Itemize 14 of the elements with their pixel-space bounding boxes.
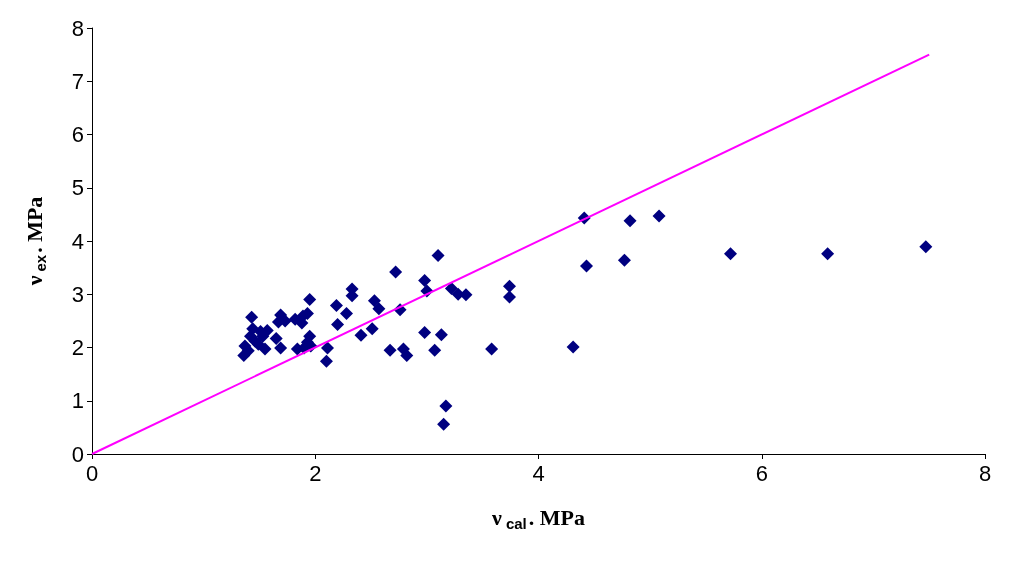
x-tick-label: 8 [978,460,992,486]
y-tick-label: 4 [71,228,84,254]
x-tick-label: 4 [532,460,545,486]
x-tick-label: 6 [755,460,768,486]
y-tick-label: 7 [71,68,84,94]
y-tick-label: 2 [71,335,84,360]
y-tick-label: 1 [71,388,84,414]
y-tick-label: 6 [71,122,84,147]
x-tick-label: 2 [309,460,322,486]
y-axis-title: νex. MPa [22,196,49,287]
y-tick-label: 0 [71,441,84,467]
y-tick-label: 3 [71,281,84,307]
y-tick-label: 8 [71,15,84,41]
y-tick-label: 5 [71,175,84,201]
